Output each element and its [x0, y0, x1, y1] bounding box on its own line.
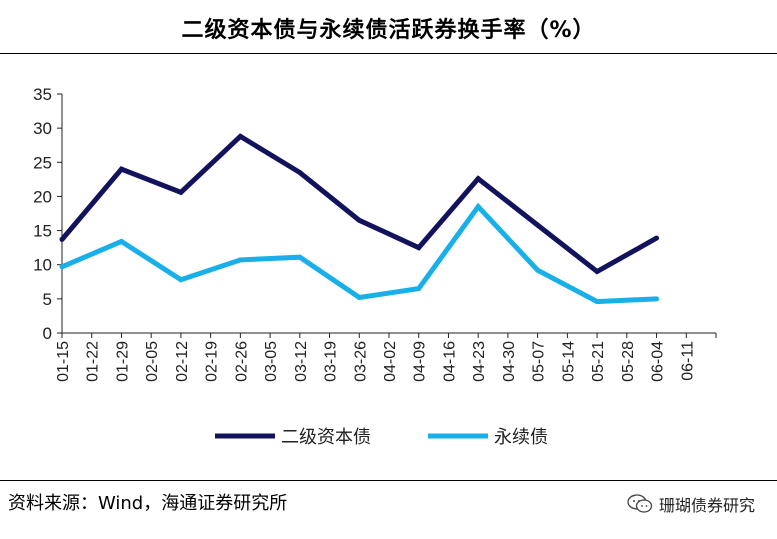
y-tick-label: 15	[33, 222, 52, 241]
data-point-1	[59, 236, 65, 242]
data-point-1	[356, 217, 362, 223]
x-tick-label: 01-29	[114, 341, 131, 382]
x-tick-label: 03-26	[352, 341, 369, 382]
y-tick-label: 20	[33, 187, 52, 206]
x-tick-label: 04-23	[471, 341, 488, 382]
legend-label-2: 永续债	[494, 427, 548, 448]
data-point-1	[237, 133, 243, 139]
source-note: 资料来源：Wind，海通证券研究所	[8, 493, 288, 514]
data-point-2	[654, 296, 660, 302]
x-tick-label: 01-22	[85, 341, 102, 382]
series-line-1	[60, 133, 658, 275]
x-tick-label: 03-19	[323, 341, 340, 382]
data-point-2	[535, 267, 541, 273]
line-chart: 0 5 10 15 20 25 30 35 01-15 01-22 01-29 02-05 02-12 0…	[33, 85, 717, 448]
chart-title: 二级资本债与永续债活跃券换手率（%）	[181, 18, 596, 43]
x-tick-label: 05-14	[560, 341, 577, 382]
x-tick-label: 02-26	[233, 341, 250, 382]
x-tick-label: 06-11	[679, 341, 696, 381]
y-tick-label: 0	[43, 324, 52, 343]
data-point-1	[118, 166, 124, 172]
x-tick-label: 05-07	[531, 341, 548, 382]
x-tick-label: 02-12	[174, 341, 191, 382]
data-point-2	[118, 238, 124, 244]
x-tick-label: 04-16	[441, 341, 458, 382]
y-tick-label: 25	[33, 153, 52, 172]
x-tick-label: 05-21	[590, 341, 607, 382]
data-point-1	[475, 176, 481, 182]
data-point-1	[594, 269, 600, 275]
data-point-2	[356, 294, 362, 300]
data-point-1	[416, 245, 422, 251]
y-tick-label: 10	[33, 256, 52, 275]
x-tick-label: 01-15	[55, 341, 72, 382]
y-tick-label: 35	[33, 85, 52, 104]
brand-watermark: 珊瑚债券研究	[627, 492, 755, 516]
x-tick-label: 05-28	[620, 341, 637, 382]
x-tick-label: 06-04	[650, 341, 667, 382]
x-tick-label: 03-05	[263, 341, 280, 382]
data-point-1	[535, 222, 541, 228]
data-point-2	[59, 264, 65, 270]
data-point-1	[178, 189, 184, 195]
data-point-2	[297, 254, 303, 260]
y-tick-label: 5	[43, 290, 52, 309]
x-tick-label: 04-30	[501, 341, 518, 382]
data-point-1	[297, 170, 303, 176]
data-point-2	[178, 277, 184, 283]
brand-label: 珊瑚债券研究	[658, 496, 755, 515]
data-point-2	[594, 299, 600, 305]
data-point-2	[475, 204, 481, 210]
x-tick-label: 04-09	[412, 341, 429, 382]
bottom-divider	[0, 480, 777, 481]
x-tick-label: 02-05	[144, 341, 161, 382]
y-tick-label: 30	[33, 119, 52, 138]
wechat-icon	[627, 494, 653, 513]
x-tick-label: 04-02	[382, 341, 399, 382]
x-tick-label: 03-12	[293, 341, 310, 382]
top-divider	[0, 53, 777, 54]
data-point-2	[237, 257, 243, 263]
data-point-1	[654, 235, 660, 241]
data-point-2	[416, 286, 422, 292]
x-tick-label: 02-19	[204, 341, 221, 382]
legend-label-1: 二级资本债	[281, 427, 371, 448]
